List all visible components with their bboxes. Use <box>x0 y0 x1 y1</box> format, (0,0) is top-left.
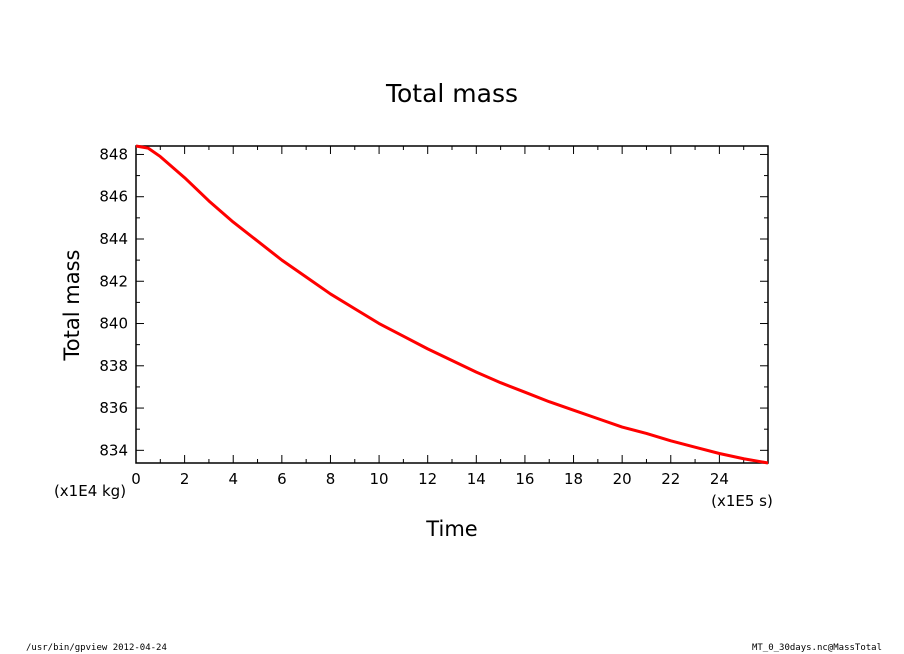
x-tick-label: 2 <box>180 470 190 488</box>
x-tick-label: 16 <box>515 470 534 488</box>
y-tick-label: 838 <box>99 357 128 375</box>
y-tick-label: 846 <box>99 188 128 206</box>
x-tick-label: 22 <box>661 470 680 488</box>
y-tick-label: 834 <box>99 441 128 459</box>
x-tick-label: 12 <box>418 470 437 488</box>
y-axis-label: Total mass <box>60 250 84 362</box>
y-tick-label: 844 <box>99 230 128 248</box>
y-unit-label: (x1E4 kg) <box>54 482 126 500</box>
y-tick-label: 840 <box>99 315 128 333</box>
y-tick-label: 836 <box>99 399 128 417</box>
x-tick-label: 10 <box>370 470 389 488</box>
x-tick-label: 14 <box>467 470 486 488</box>
x-tick-label: 24 <box>710 470 729 488</box>
x-axis-label: Time <box>425 517 477 541</box>
y-tick-label: 848 <box>99 145 128 163</box>
x-tick-label: 20 <box>613 470 632 488</box>
y-tick-label: 842 <box>99 272 128 290</box>
chart-title: Total mass <box>385 79 518 108</box>
plot-area <box>135 145 769 464</box>
x-tick-label: 18 <box>564 470 583 488</box>
footer-left-text: /usr/bin/gpview 2012-04-24 <box>26 643 167 653</box>
x-tick-label: 8 <box>326 470 336 488</box>
plot-border <box>135 145 769 464</box>
x-tick-label: 4 <box>228 470 238 488</box>
x-unit-label: (x1E5 s) <box>711 492 773 510</box>
x-tick-label: 6 <box>277 470 287 488</box>
x-axis-tick-labels: 0 2 4 6 8 10 12 14 16 18 20 22 24 <box>131 470 729 488</box>
x-tick-label: 0 <box>131 470 141 488</box>
x-axis-ticks <box>135 146 769 463</box>
y-axis-tick-labels: 834 836 838 840 842 844 846 848 <box>99 145 128 459</box>
y-axis-ticks <box>136 153 768 451</box>
series-line-total-mass <box>135 144 769 465</box>
footer-right-text: MT_0_30days.nc@MassTotal <box>751 643 882 653</box>
